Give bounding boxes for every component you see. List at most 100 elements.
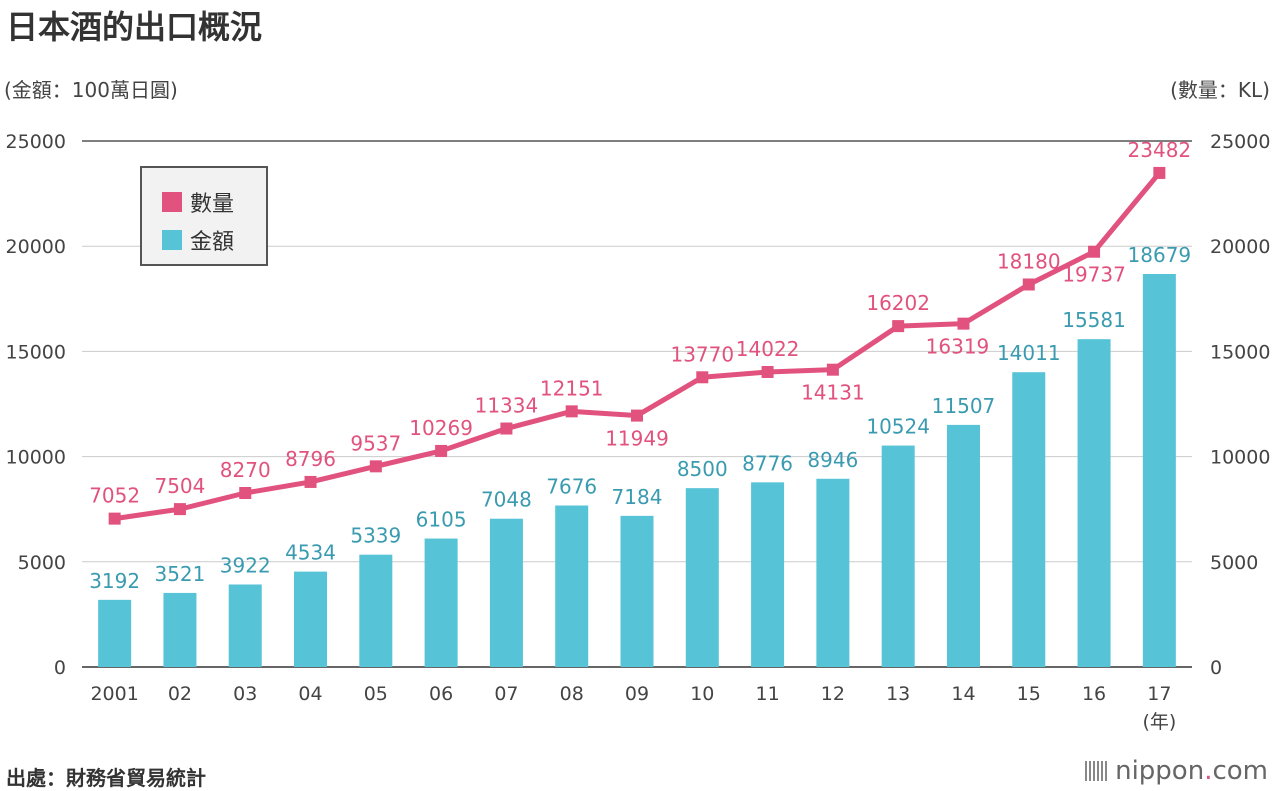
bar-amount: [1077, 339, 1111, 667]
line-data-label: 23482: [1128, 138, 1192, 162]
line-point-quantity: [761, 365, 774, 378]
bar-data-label: 7676: [546, 474, 597, 498]
bar-amount: [163, 592, 197, 667]
line-data-label: 10269: [409, 416, 473, 440]
x-tick-label: 17: [1147, 683, 1171, 705]
bar-amount: [294, 571, 328, 667]
line-data-label: 7504: [154, 474, 205, 498]
y-tick-label-right: 15000: [1210, 341, 1270, 363]
line-point-quantity: [957, 317, 970, 330]
x-tick-label: 10: [690, 683, 714, 705]
line-data-label: 8270: [220, 458, 271, 482]
nippon-logo[interactable]: nippon. com: [1085, 756, 1268, 786]
legend-swatch-quantity: [162, 192, 182, 212]
line-data-label: 18180: [997, 249, 1061, 273]
line-data-label: 19737: [1062, 263, 1126, 287]
y-tick-label-right: 20000: [1210, 236, 1270, 258]
y-tick-label-right: 5000: [1210, 552, 1258, 574]
bar-amount: [489, 518, 523, 667]
bar-amount: [1012, 372, 1046, 667]
bar-data-label: 14011: [997, 341, 1061, 365]
bar-data-label: 8500: [677, 457, 728, 481]
bar-data-label: 6105: [416, 508, 467, 532]
line-data-label: 14022: [736, 337, 800, 361]
bar-data-label: 3192: [89, 569, 140, 593]
logo-text-suffix: com: [1212, 756, 1268, 786]
y-tick-label-left: 5000: [18, 552, 66, 574]
x-tick-label: 09: [625, 683, 649, 705]
bar-amount: [881, 445, 915, 667]
bar-data-label: 8776: [742, 451, 793, 475]
source-note: 出處：財務省貿易統計: [6, 766, 206, 790]
x-tick-label: 07: [494, 683, 518, 705]
x-tick-label: 02: [168, 683, 192, 705]
legend-swatch-amount: [162, 230, 182, 250]
bar-amount: [685, 488, 719, 667]
y-tick-label-left: 10000: [6, 447, 66, 469]
line-data-label: 16202: [866, 291, 930, 315]
bar-amount: [946, 424, 980, 667]
x-tick-label: 15: [1017, 683, 1041, 705]
line-point-quantity: [565, 405, 578, 418]
bar-amount: [751, 482, 785, 667]
x-axis-unit-label: (年): [1142, 711, 1176, 733]
line-point-quantity: [435, 444, 448, 457]
line-data-label: 8796: [285, 447, 336, 471]
line-point-quantity: [1153, 166, 1166, 179]
left-axis-unit: (金額：100萬日圓): [4, 78, 178, 102]
bar-data-label: 7048: [481, 488, 532, 512]
x-tick-label: 03: [233, 683, 257, 705]
x-tick-label: 06: [429, 683, 453, 705]
bar-amount: [816, 478, 850, 667]
bar-amount: [228, 584, 262, 667]
bar-amount: [98, 599, 132, 667]
x-tick-label: 11: [755, 683, 779, 705]
y-tick-label-left: 0: [54, 657, 66, 679]
line-data-label: 14131: [801, 381, 865, 405]
bar-data-label: 3521: [154, 562, 205, 586]
bar-data-label: 3922: [220, 553, 271, 577]
line-point-quantity: [1022, 278, 1035, 291]
line-point-quantity: [631, 409, 643, 422]
x-tick-label: 12: [821, 683, 845, 705]
bar-data-label: 7184: [612, 485, 663, 509]
line-point-quantity: [239, 486, 252, 499]
y-tick-label-right: 25000: [1210, 131, 1270, 153]
line-data-label: 12151: [540, 376, 604, 400]
line-point-quantity: [369, 460, 382, 473]
logo-text-prefix: nippon: [1115, 756, 1205, 786]
bar-amount: [555, 505, 589, 667]
x-tick-label: 05: [364, 683, 388, 705]
x-tick-label: 08: [560, 683, 584, 705]
y-tick-label-left: 15000: [6, 341, 66, 363]
line-data-label: 7052: [89, 484, 140, 508]
line-point-quantity: [892, 320, 905, 333]
line-point-quantity: [500, 422, 513, 435]
line-data-label: 11949: [605, 427, 669, 451]
line-point-quantity: [304, 475, 317, 488]
logo-text-dot: .: [1204, 756, 1213, 786]
y-tick-label-right: 0: [1210, 657, 1222, 679]
bar-amount: [1142, 273, 1176, 667]
legend-label-quantity: 數量: [190, 192, 235, 217]
bar-amount: [359, 554, 393, 667]
line-data-label: 11334: [475, 394, 539, 418]
line-point-quantity: [173, 503, 186, 516]
bar-data-label: 4534: [285, 541, 336, 565]
bar-amount: [424, 538, 458, 667]
x-tick-label: 13: [886, 683, 910, 705]
bar-data-label: 18679: [1128, 243, 1192, 267]
line-point-quantity: [826, 363, 839, 376]
x-tick-label: 14: [951, 683, 975, 705]
line-point-quantity: [108, 512, 121, 525]
bar-data-label: 15581: [1062, 308, 1126, 332]
chart-legend: 數量 金額: [140, 166, 268, 266]
bar-data-label: 10524: [866, 415, 930, 439]
x-tick-label: 2001: [90, 683, 138, 705]
legend-item-quantity: 數量: [162, 186, 234, 218]
bar-data-label: 11507: [932, 394, 996, 418]
chart-title: 日本酒的出口概況: [6, 8, 263, 46]
right-axis-unit: (數量：KL): [1170, 78, 1270, 102]
bar-amount: [620, 515, 654, 667]
